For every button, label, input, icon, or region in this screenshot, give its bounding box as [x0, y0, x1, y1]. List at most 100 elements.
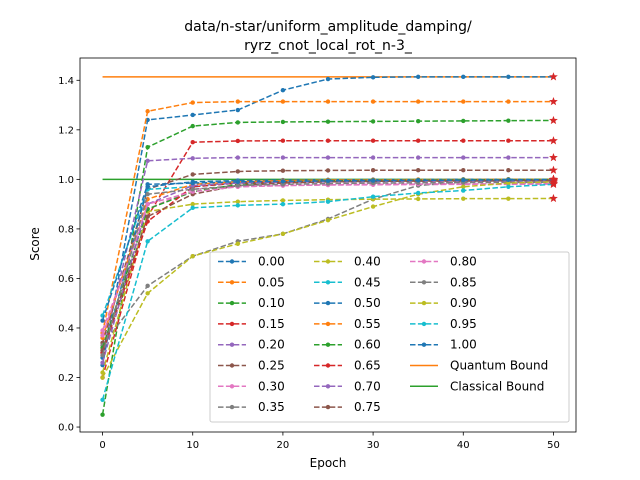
legend-item: 0.80	[410, 255, 477, 269]
data-point	[190, 123, 195, 129]
data-point	[235, 183, 241, 188]
y-tick-label: 0.6	[58, 274, 74, 285]
data-point	[190, 100, 195, 105]
data-point	[461, 188, 466, 193]
legend-marker	[229, 259, 235, 264]
chart-title-line-2: ryrz_cnot_local_rot_n-3_	[244, 38, 413, 54]
legend-label: 0.35	[258, 400, 285, 414]
legend-item: 0.25	[218, 359, 285, 373]
data-point	[280, 201, 286, 207]
data-point	[145, 283, 150, 289]
data-point	[100, 360, 105, 365]
legend-marker	[421, 300, 427, 306]
data-point	[325, 199, 331, 204]
axes-frame	[79, 57, 577, 433]
legend-item: 0.00	[218, 255, 285, 269]
legend-marker	[325, 321, 331, 327]
y-tick-label: 0.4	[58, 323, 74, 334]
legend-marker	[229, 280, 235, 285]
data-point	[235, 241, 241, 246]
x-tick-label: 0	[99, 440, 105, 451]
legend-label: 0.10	[258, 296, 285, 310]
legend-item: 0.20	[218, 338, 285, 352]
y-tick-label: 1.4	[58, 76, 74, 87]
data-point	[325, 218, 331, 223]
data-point	[145, 109, 150, 114]
legend-marker	[421, 321, 427, 327]
data-point	[145, 291, 150, 296]
data-point	[461, 177, 466, 183]
x-tick-label: 20	[277, 440, 290, 451]
legend-marker	[325, 363, 331, 368]
final-star-marker	[549, 175, 558, 184]
data-point	[145, 201, 150, 207]
x-axis-label: Epoch	[310, 456, 347, 470]
data-point	[415, 99, 421, 104]
data-point	[370, 194, 376, 199]
x-tick-label: 30	[367, 440, 380, 451]
series-0.10	[100, 115, 558, 417]
legend-marker	[325, 300, 331, 306]
data-point	[325, 168, 331, 173]
plot-area	[100, 72, 558, 417]
axes: 0 10 20 30 40 50 0.0 0.2 0.4 0.6 0.8 1.0 1.2 1.4	[58, 57, 577, 451]
data-point	[506, 74, 511, 80]
data-point	[280, 99, 286, 104]
legend-label: 1.00	[450, 338, 477, 352]
data-point	[325, 178, 331, 184]
data-point	[235, 155, 241, 160]
legend-item: 0.55	[314, 317, 381, 331]
legend-marker	[229, 300, 235, 306]
legend-item: 0.95	[410, 317, 477, 331]
legend-item: 0.30	[218, 379, 285, 393]
legend-label: 0.85	[450, 275, 477, 289]
legend-item: 0.10	[218, 296, 285, 310]
data-point	[100, 318, 105, 323]
data-point	[280, 231, 286, 237]
legend-label: 0.40	[354, 255, 381, 269]
final-star-marker	[549, 136, 558, 145]
y-tick-label: 0.2	[58, 373, 74, 384]
data-point	[325, 155, 331, 160]
legend-label: 0.20	[258, 338, 285, 352]
legend-marker	[325, 404, 331, 410]
legend-item: 0.75	[314, 400, 381, 414]
data-point	[235, 169, 241, 174]
data-point	[461, 74, 466, 80]
legend-label: 0.25	[258, 359, 285, 373]
data-point	[325, 119, 331, 124]
data-point	[190, 180, 195, 186]
data-point	[415, 118, 421, 124]
data-point	[461, 184, 466, 189]
legend-item: 0.65	[314, 359, 381, 373]
data-point	[506, 184, 511, 189]
chart-title-line-1: data/n-star/uniform_amplitude_damping/	[184, 19, 472, 35]
data-point	[370, 75, 376, 80]
data-point	[506, 138, 511, 143]
y-tick-label: 1.0	[58, 175, 74, 186]
data-point	[190, 253, 195, 259]
data-point	[370, 99, 376, 104]
data-point	[325, 99, 331, 104]
data-point	[235, 138, 241, 144]
data-point	[506, 177, 511, 183]
legend-item: 0.70	[314, 379, 381, 393]
data-point	[145, 158, 150, 163]
data-point	[415, 196, 421, 202]
legend-label: 0.65	[354, 359, 381, 373]
final-star-marker	[549, 96, 558, 106]
legend-marker	[421, 342, 427, 347]
data-point	[190, 187, 195, 192]
final-star-marker	[549, 193, 558, 203]
legend-item: 0.60	[314, 338, 381, 352]
data-point	[325, 138, 331, 143]
data-point	[100, 353, 105, 358]
legend-label: Classical Bound	[450, 379, 544, 393]
legend-label: 0.60	[354, 338, 381, 352]
final-star-marker	[549, 72, 558, 81]
data-point	[415, 74, 421, 80]
data-point	[280, 179, 286, 184]
legend-marker	[325, 280, 331, 285]
final-star-marker	[549, 152, 558, 162]
y-tick-label: 0.0	[58, 423, 74, 434]
